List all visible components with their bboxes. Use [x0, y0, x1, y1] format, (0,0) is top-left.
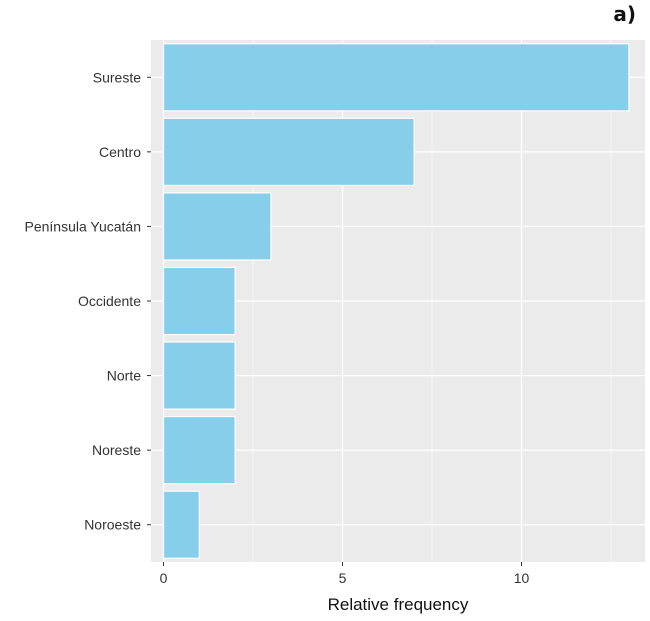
y-tick-label: Sureste	[93, 69, 141, 85]
bar	[162, 490, 200, 559]
x-tick-label: 0	[160, 570, 168, 586]
y-tick-label: Norte	[107, 368, 141, 384]
bar	[162, 117, 415, 187]
x-axis-title: Relative frequency	[328, 595, 469, 614]
y-tick-label: Noreste	[92, 442, 141, 458]
panel-tag: a)	[613, 2, 636, 26]
bar	[162, 192, 272, 261]
bar	[162, 341, 236, 410]
bar	[162, 43, 630, 112]
y-tick-label: Península Yucatán	[24, 218, 141, 234]
y-tick-label: Occidente	[78, 293, 141, 309]
x-tick-label: 5	[339, 570, 347, 586]
x-tick-label: 10	[514, 570, 530, 586]
bar	[162, 266, 236, 336]
y-axis: Sureste Centro Península Yucatán Occidente N…	[24, 69, 151, 533]
bar	[162, 415, 236, 485]
y-tick-label: Noroeste	[84, 517, 141, 533]
y-tick-label: Centro	[99, 144, 141, 160]
bars	[162, 43, 630, 559]
x-axis: 0 5 10	[160, 562, 530, 586]
